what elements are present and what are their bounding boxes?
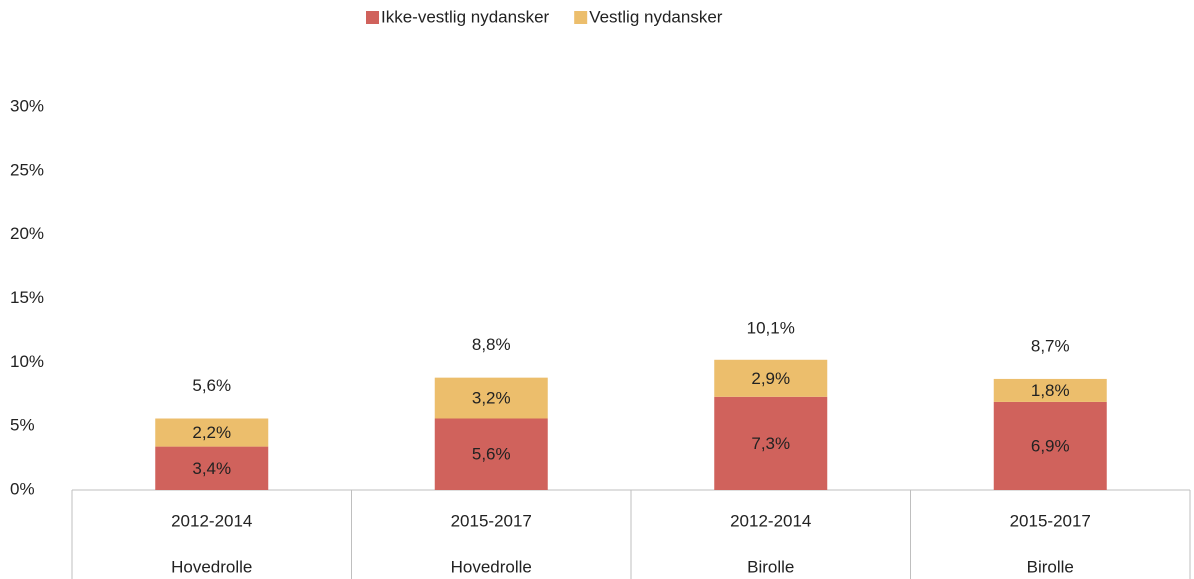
y-tick-label: 25%	[10, 160, 44, 179]
x-group-label: Hovedrolle	[171, 557, 252, 576]
total-label: 10,1%	[747, 319, 795, 338]
value-label: 2,9%	[751, 369, 790, 388]
y-tick-label: 15%	[10, 288, 44, 307]
total-label: 5,6%	[192, 376, 231, 395]
legend-label: Vestlig nydansker	[589, 7, 723, 26]
value-label: 3,2%	[472, 389, 511, 408]
x-group-label: Birolle	[747, 557, 794, 576]
bar-segment	[714, 396, 828, 490]
value-label: 2,2%	[192, 423, 231, 442]
bar-segment	[434, 418, 548, 490]
total-label: 8,7%	[1031, 336, 1070, 355]
y-tick-label: 5%	[10, 416, 35, 435]
bar-segment	[714, 359, 828, 397]
bar-segment	[434, 377, 548, 419]
value-label: 5,6%	[472, 445, 511, 464]
bar-segment	[993, 378, 1107, 402]
x-tick-label: 2015-2017	[1010, 511, 1091, 530]
total-label: 8,8%	[472, 335, 511, 354]
x-tick-label: 2012-2014	[171, 511, 252, 530]
y-tick-label: 30%	[10, 96, 44, 115]
legend-label: Ikke-vestlig nydansker	[381, 7, 550, 26]
legend-swatch	[366, 11, 379, 24]
value-label: 1,8%	[1031, 381, 1070, 400]
y-tick-label: 0%	[10, 479, 35, 498]
bar-segment	[155, 418, 269, 447]
y-tick-label: 20%	[10, 224, 44, 243]
x-tick-label: 2012-2014	[730, 511, 811, 530]
x-tick-label: 2015-2017	[451, 511, 532, 530]
y-tick-label: 10%	[10, 352, 44, 371]
x-group-label: Birolle	[1027, 557, 1074, 576]
bar-segment	[993, 401, 1107, 490]
value-label: 6,9%	[1031, 436, 1070, 455]
x-group-label: Hovedrolle	[451, 557, 532, 576]
bar-segment	[155, 446, 269, 490]
value-label: 7,3%	[751, 434, 790, 453]
legend-swatch	[574, 11, 588, 24]
value-label: 3,4%	[192, 459, 231, 478]
